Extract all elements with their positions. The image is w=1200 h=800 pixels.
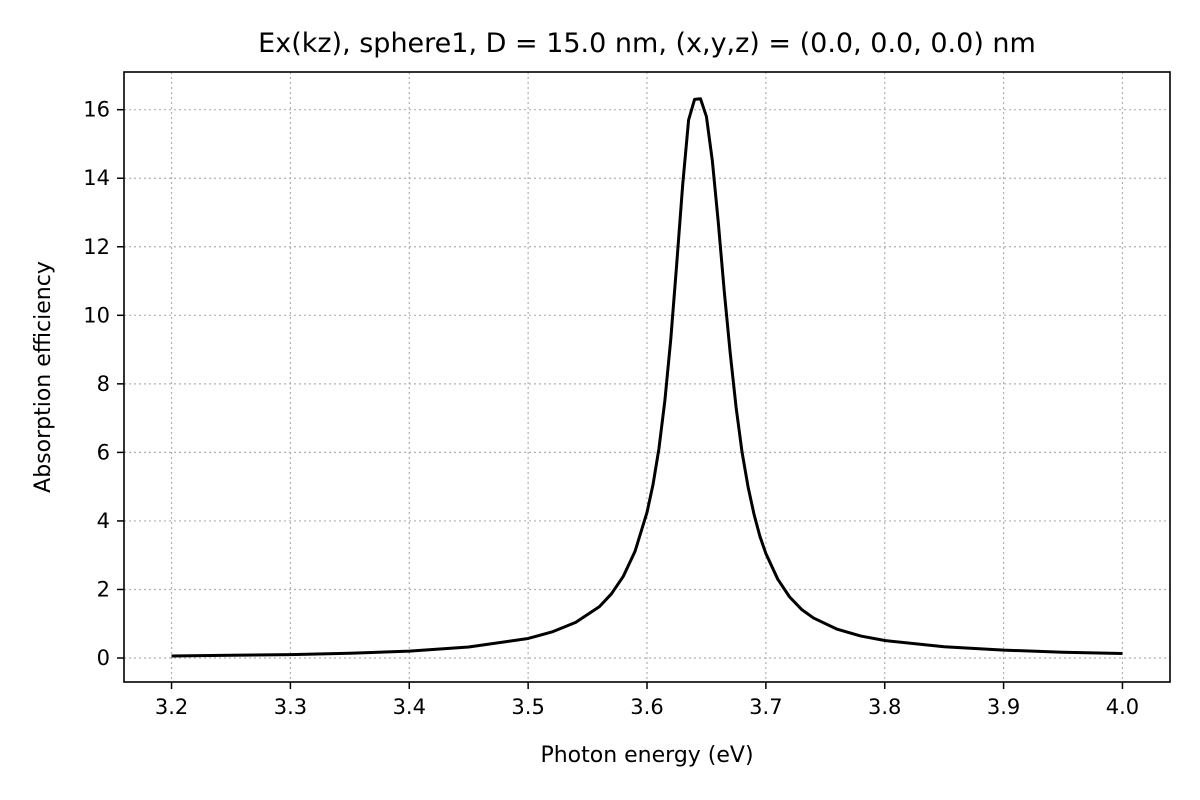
y-tick-label: 12 [83, 235, 110, 259]
y-tick-label: 16 [83, 98, 110, 122]
x-tick-label: 3.4 [393, 695, 426, 719]
y-tick-label: 0 [97, 646, 110, 670]
y-axis-label: Absorption efficiency [31, 261, 56, 493]
grid [124, 72, 1170, 682]
y-tick-label: 4 [97, 509, 110, 533]
x-tick-label: 3.6 [630, 695, 663, 719]
y-tick-label: 14 [83, 166, 110, 190]
x-tick-label: 3.3 [274, 695, 307, 719]
x-tick-label: 4.0 [1106, 695, 1139, 719]
x-tick-label: 3.8 [868, 695, 901, 719]
chart-title: Ex(kz), sphere1, D = 15.0 nm, (x,y,z) = … [258, 28, 1036, 59]
x-tick-label: 3.2 [155, 695, 188, 719]
y-tick-label: 2 [97, 577, 110, 601]
x-tick-label: 3.9 [987, 695, 1020, 719]
x-axis-label: Photon energy (eV) [540, 743, 753, 768]
y-tick-label: 8 [97, 372, 110, 396]
series-line [171, 97, 1123, 658]
y-tick-label: 10 [83, 303, 110, 327]
x-tick-label: 3.7 [749, 695, 782, 719]
x-tick-label: 3.5 [511, 695, 544, 719]
y-tick-label: 6 [97, 440, 110, 464]
ticks: 3.2 3.3 3.4 3.5 3.6 3.7 3.8 3.9 4.0 0 2 4 6 8 10 12 14 16 [83, 98, 1139, 719]
